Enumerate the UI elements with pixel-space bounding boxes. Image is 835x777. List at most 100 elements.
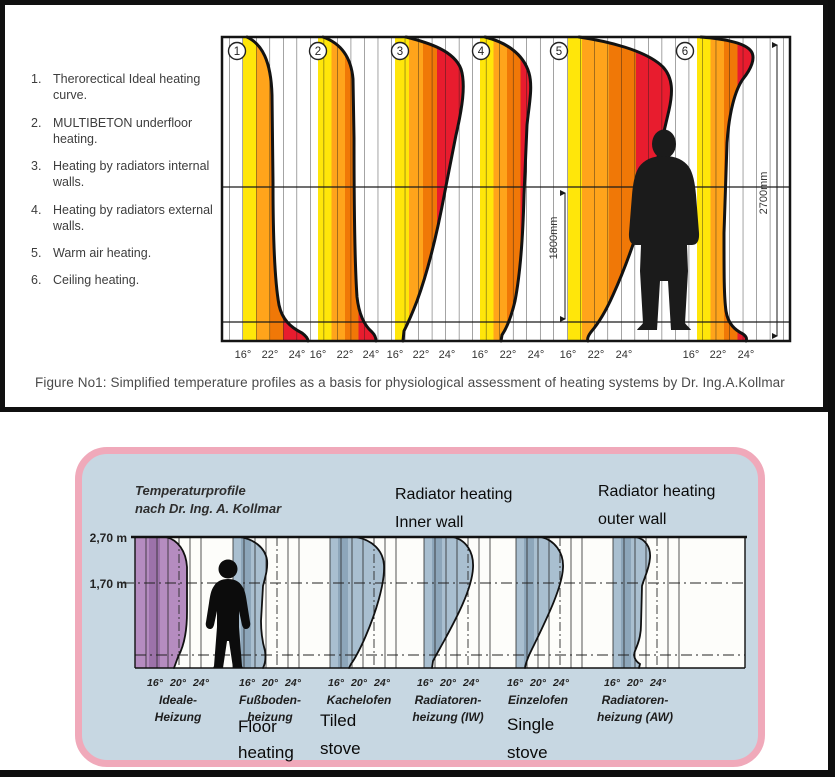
profile-badge-4: 4 [471, 41, 491, 61]
legend-number: 2. [31, 115, 42, 130]
b-y-axis-labels: 2,70 m 1,70 m [90, 531, 127, 591]
svg-text:nach Dr. Ing. A. Kollmar: nach Dr. Ing. A. Kollmar [135, 501, 282, 516]
svg-text:22°: 22° [588, 349, 605, 361]
legend-number: 4. [31, 202, 42, 217]
svg-text:heizung (AW): heizung (AW) [597, 710, 673, 724]
annotation-outer-wall: Radiator heating outer wall [598, 483, 715, 528]
svg-text:24°: 24° [649, 677, 667, 689]
svg-text:2,70 m: 2,70 m [90, 531, 127, 545]
svg-text:24°: 24° [552, 677, 570, 689]
page-edge-right [828, 0, 835, 777]
b-vertical-gridlines [145, 537, 680, 668]
profile-badge-2: 2 [308, 41, 328, 61]
svg-text:24°: 24° [462, 677, 480, 689]
legend-text: Heating by radiators internal walls. [53, 159, 210, 190]
b-profile-1-curve [165, 536, 188, 669]
page-edge-bottom [0, 770, 835, 777]
svg-text:24°: 24° [284, 677, 302, 689]
bottom-title: Temperaturprofile nach Dr. Ing. A. Kollm… [135, 483, 282, 516]
legend-text: Heating by radiators external walls. [53, 202, 213, 233]
person-silhouette-icon [628, 129, 700, 330]
profile-badge-3: 3 [390, 41, 410, 61]
svg-text:Radiatoren-: Radiatoren- [415, 693, 482, 707]
svg-text:20°: 20° [169, 677, 187, 689]
svg-text:16°: 16° [472, 349, 489, 361]
svg-text:24°: 24° [373, 677, 391, 689]
legend-item-5: 5. Warm air heating. [31, 245, 219, 261]
b-profile-1-fill [135, 537, 187, 668]
svg-text:16°: 16° [507, 677, 524, 689]
legend-item-3: 3. Heating by radiators internal walls. [31, 158, 219, 191]
svg-text:20°: 20° [529, 677, 547, 689]
svg-text:16°: 16° [604, 677, 621, 689]
legend-number: 6. [31, 273, 42, 288]
svg-text:Radiator heating: Radiator heating [395, 486, 512, 503]
svg-text:Radiator heating: Radiator heating [598, 483, 715, 500]
svg-text:16°: 16° [560, 349, 577, 361]
svg-text:Tiled: Tiled [320, 711, 356, 730]
svg-text:6: 6 [682, 46, 688, 58]
legend-list: 1. Therorectical Ideal heating curve. 2.… [31, 71, 219, 300]
bottom-figure-panel: Temperaturprofile nach Dr. Ing. A. Kollm… [75, 447, 765, 767]
legend-item-1: 1. Therorectical Ideal heating curve. [31, 71, 219, 104]
svg-text:16°: 16° [328, 677, 345, 689]
svg-text:3: 3 [397, 46, 403, 58]
profile-badge-6: 6 [675, 41, 695, 61]
vertical-gridlines [222, 37, 790, 341]
person-pictogram-icon [205, 559, 251, 668]
svg-text:22°: 22° [710, 349, 727, 361]
dim-1800-label: 1800mm [548, 217, 560, 260]
dim-2700-label: 2700mm [758, 172, 770, 215]
profile-2-curve [321, 35, 378, 343]
legend-item-4: 4. Heating by radiators external walls. [31, 202, 219, 235]
svg-text:20°: 20° [626, 677, 644, 689]
svg-text:outer wall: outer wall [598, 511, 666, 528]
svg-text:Einzelofen: Einzelofen [508, 693, 568, 707]
b-profile-6-curve [633, 536, 651, 669]
svg-text:16°: 16° [417, 677, 434, 689]
temperature-profile-chart-top: 1800mm 2700mm 1 2 3 4 [220, 35, 792, 361]
svg-text:24°: 24° [289, 349, 306, 361]
svg-text:22°: 22° [337, 349, 354, 361]
legend-text: Therorectical Ideal heating curve. [53, 72, 201, 103]
svg-text:Inner wall: Inner wall [395, 514, 463, 531]
legend-number: 3. [31, 159, 42, 173]
svg-text:16°: 16° [387, 349, 404, 361]
temperature-axis-labels: 16° 22° 24° 16° 22° 24° 16° 22° 24° 16° … [235, 349, 755, 361]
b-english-annotations: Floor heating Tiled stove Single stove [238, 711, 554, 762]
svg-text:Ideale-: Ideale- [159, 693, 197, 707]
svg-text:20°: 20° [439, 677, 457, 689]
svg-text:24°: 24° [439, 349, 456, 361]
svg-text:stove: stove [507, 743, 548, 762]
svg-text:1: 1 [234, 46, 240, 58]
svg-text:2: 2 [315, 46, 321, 58]
svg-text:16°: 16° [310, 349, 327, 361]
legend-number: 1. [31, 72, 42, 86]
dimension-1800mm: 1800mm [548, 190, 566, 322]
svg-text:16°: 16° [235, 349, 252, 361]
profile-3-curve [401, 35, 465, 343]
svg-text:20°: 20° [261, 677, 279, 689]
svg-text:4: 4 [478, 46, 485, 58]
svg-text:24°: 24° [192, 677, 210, 689]
svg-text:heizung: heizung [247, 710, 293, 724]
svg-text:24°: 24° [528, 349, 545, 361]
b-temp-tick-labels: 16° 20° 24° 16° 20° 24° 16° 20° 24° 16° … [147, 677, 667, 689]
b-profile-curves [165, 536, 651, 669]
svg-text:Temperaturprofile: Temperaturprofile [135, 483, 246, 498]
legend-text: Warm air heating. [53, 246, 152, 260]
b-profile-3-curve [348, 536, 385, 669]
svg-text:16°: 16° [239, 677, 256, 689]
svg-text:22°: 22° [413, 349, 430, 361]
profile-number-badges: 1 2 3 4 5 6 [227, 41, 695, 61]
annotation-inner-wall: Radiator heating Inner wall [395, 486, 512, 531]
legend-item-6: 6. Ceiling heating. [31, 272, 219, 288]
profile-4-curve [483, 35, 533, 343]
b-profile-5-curve [524, 536, 564, 669]
svg-text:Floor: Floor [238, 717, 277, 736]
legend-item-2: 2. MULTIBETON underfloor heating. [31, 115, 219, 148]
svg-text:20°: 20° [350, 677, 368, 689]
svg-text:stove: stove [320, 739, 361, 758]
figure-caption: Figure No1: Simplified temperature profi… [35, 375, 785, 390]
svg-text:heating: heating [238, 743, 294, 762]
